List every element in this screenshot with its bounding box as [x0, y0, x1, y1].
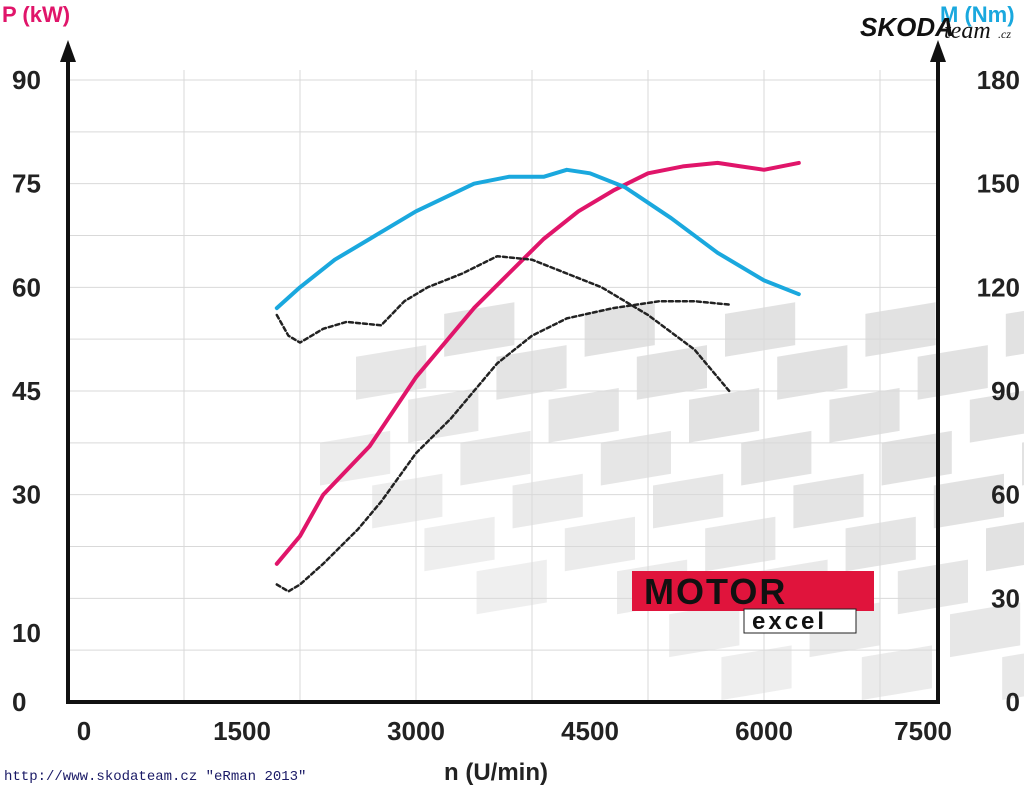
x-tick-label: 3000 — [387, 716, 445, 746]
checker-tile — [372, 473, 443, 529]
right-tick-label: 90 — [991, 376, 1020, 406]
checker-tile — [829, 388, 900, 443]
logo-red-block — [632, 571, 874, 611]
checker-tile — [861, 645, 932, 700]
checker-tile — [689, 388, 760, 443]
right-tick-label: 120 — [977, 272, 1020, 302]
dotted-series-3 — [275, 254, 731, 393]
right-tick-labels: 0 30 60 90 120 150 180 — [977, 65, 1020, 717]
checker-tile — [548, 388, 619, 443]
checker-tile — [793, 473, 864, 529]
checker-tile — [460, 430, 531, 486]
checker-tile — [1002, 653, 1024, 700]
brand-suffix-end: .cz — [998, 27, 1011, 41]
checker-tile — [444, 302, 515, 357]
x-tick-label: 4500 — [561, 716, 619, 746]
checker-tile — [584, 302, 655, 357]
x-tick-labels: 0 1500 3000 4500 6000 7500 — [77, 716, 952, 746]
right-tick-label: 150 — [977, 169, 1020, 199]
checker-tile — [320, 430, 391, 486]
checker-tile — [986, 522, 1024, 572]
checker-tile — [897, 559, 968, 615]
left-tick-label: 45 — [12, 376, 41, 406]
checker-tile — [845, 516, 916, 572]
footer-url: http://www.skodateam.cz "eRman 2013" — [4, 769, 306, 785]
checker-tile — [669, 602, 740, 658]
left-tick-label: 10 — [12, 618, 41, 648]
logo-line1: MOTOR — [644, 571, 787, 612]
checker-tile — [725, 302, 796, 357]
dotted-series-2 — [275, 299, 731, 593]
checker-tile — [865, 302, 936, 357]
power-series — [274, 160, 801, 566]
right-axis-arrow — [930, 40, 946, 62]
left-tick-label: 0 — [12, 687, 26, 717]
left-axis-title: P (kW) — [2, 2, 70, 27]
brand-name: SKODA — [860, 12, 954, 42]
checker-tile — [653, 473, 724, 529]
checker-tile — [512, 473, 583, 529]
checker-tile — [950, 602, 1021, 658]
right-axis-title: M (Nm) — [940, 2, 1015, 27]
checker-tile — [600, 430, 671, 486]
x-tick-label: 0 — [77, 716, 91, 746]
left-tick-label: 30 — [12, 480, 41, 510]
logo-line2: excel — [752, 608, 827, 635]
logo-white-block — [743, 608, 857, 634]
checker-tile — [476, 559, 547, 615]
series-group — [274, 160, 801, 593]
x-tick-label: 6000 — [735, 716, 793, 746]
brand-suffix: team — [944, 18, 991, 44]
x-axis-title: n (U/min) — [444, 759, 548, 786]
left-tick-label: 75 — [12, 169, 41, 199]
right-tick-label: 30 — [991, 583, 1020, 613]
checker-tile — [969, 390, 1024, 443]
checkered-flag-background — [320, 302, 1024, 700]
checker-tile — [636, 345, 707, 400]
checker-tile — [408, 388, 479, 443]
motor-excel-logo: MOTOR excel — [632, 571, 874, 635]
left-tick-label: 60 — [12, 272, 41, 302]
left-tick-label: 90 — [12, 65, 41, 95]
checker-tile — [881, 430, 952, 486]
right-tick-label: 60 — [991, 480, 1020, 510]
x-tick-label: 7500 — [894, 716, 952, 746]
x-tick-label: 1500 — [213, 716, 271, 746]
left-axis-arrow — [60, 40, 76, 62]
checker-tile — [721, 645, 792, 700]
checker-tile — [564, 516, 635, 572]
checker-tile — [741, 430, 812, 486]
left-tick-labels: 0 10 30 45 60 75 90 — [12, 65, 41, 717]
checker-tile — [705, 516, 776, 572]
right-tick-label: 180 — [977, 65, 1020, 95]
checker-tile — [1005, 310, 1024, 357]
checker-tile — [777, 345, 848, 400]
checker-tile — [424, 516, 495, 572]
checker-tile — [917, 345, 988, 400]
torque-series — [274, 167, 801, 311]
right-tick-label: 0 — [1006, 687, 1020, 717]
checker-tile — [933, 473, 1004, 529]
